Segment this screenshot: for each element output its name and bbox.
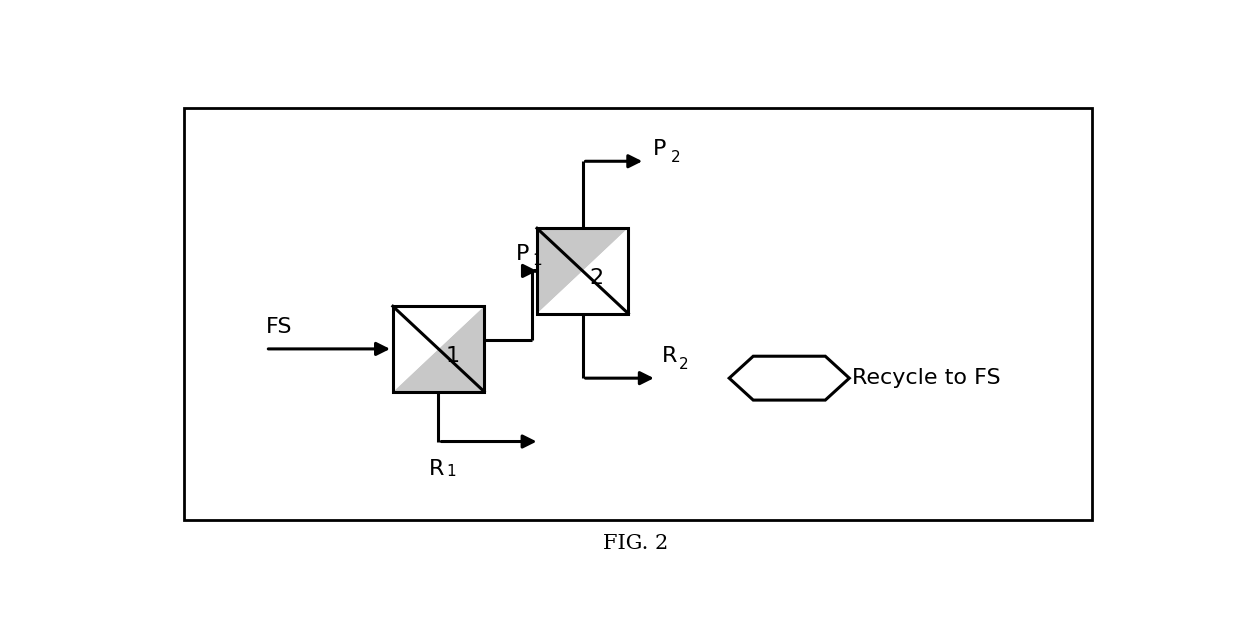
Bar — [184, 108, 1092, 520]
Text: 2: 2 — [678, 357, 688, 372]
Text: R: R — [429, 458, 444, 479]
Bar — [393, 306, 484, 392]
Text: 1: 1 — [445, 346, 459, 366]
Text: P: P — [652, 139, 666, 159]
Text: P: P — [516, 244, 528, 263]
Text: 1: 1 — [446, 465, 456, 479]
Polygon shape — [537, 229, 629, 313]
Text: Recycle to FS: Recycle to FS — [852, 368, 1001, 388]
Bar — [537, 229, 629, 313]
Text: FS: FS — [265, 316, 291, 337]
Polygon shape — [537, 229, 629, 313]
Text: 2: 2 — [671, 150, 681, 165]
Text: 2: 2 — [589, 268, 604, 288]
Polygon shape — [393, 306, 484, 392]
Polygon shape — [393, 306, 484, 392]
Text: FIG. 2: FIG. 2 — [603, 534, 668, 553]
Text: 1: 1 — [533, 253, 542, 268]
Text: R: R — [661, 346, 677, 366]
Polygon shape — [729, 356, 849, 400]
